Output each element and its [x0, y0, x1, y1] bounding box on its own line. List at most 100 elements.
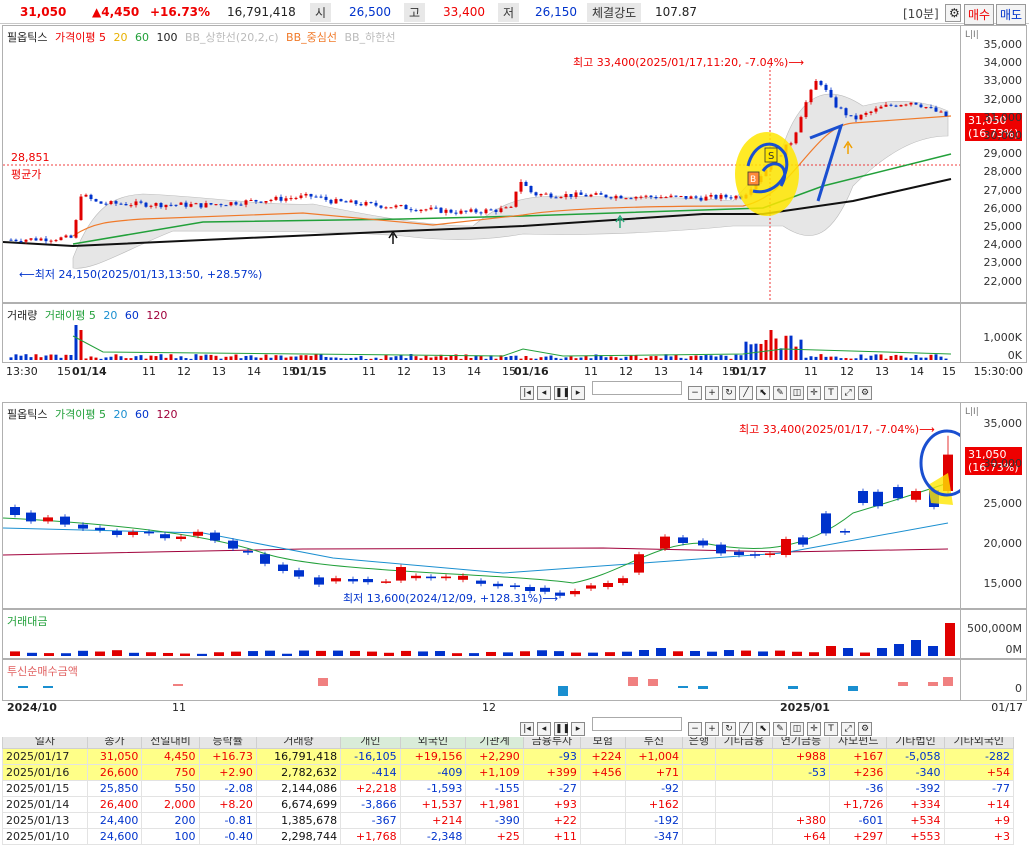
- daily-text-tool-icon[interactable]: T: [824, 722, 838, 736]
- table-row[interactable]: 2025/01/14 26,400 2,000 +8.20 6,674,699 -3,86…: [2, 796, 1015, 813]
- scroll-left-icon[interactable]: |◂: [520, 386, 534, 400]
- candle-body: [839, 107, 843, 109]
- daily-zoom-in-icon[interactable]: +: [705, 722, 719, 736]
- candle-body: [234, 202, 238, 205]
- table-row[interactable]: 2025/01/15 25,850 550 -2.08 2,144,086 +2,218-…: [2, 780, 1015, 797]
- daily-pencil-icon[interactable]: ✎: [773, 722, 787, 736]
- interval-selector[interactable]: [10분]: [903, 7, 939, 21]
- daily-price-panel[interactable]: 필옵틱스 가격이평 5 20 60 120 최고 33,400(2025/01/…: [2, 402, 1027, 609]
- volume-bar: [409, 354, 413, 360]
- table-row[interactable]: 2025/01/10 24,600 100 -0.40 2,298,744 +1,768-…: [2, 828, 1015, 845]
- column-header[interactable]: 전일대비: [141, 737, 200, 749]
- volume-bar: [339, 358, 343, 360]
- line-tool-icon[interactable]: ╱: [739, 386, 753, 400]
- column-header[interactable]: 거래량: [255, 737, 342, 749]
- volume-bar: [34, 354, 38, 360]
- volume-bar: [469, 358, 473, 360]
- daily-line-tool-icon[interactable]: ╱: [739, 722, 753, 736]
- scroll-prev-icon[interactable]: ◂: [537, 386, 551, 400]
- expand-icon[interactable]: ⤢: [841, 386, 855, 400]
- zoom-in-icon[interactable]: +: [705, 386, 719, 400]
- column-header[interactable]: 연기금등: [771, 737, 831, 749]
- table-cell: [682, 828, 716, 845]
- text-tool-icon[interactable]: T: [824, 386, 838, 400]
- daily-scroll-prev-icon[interactable]: ◂: [537, 722, 551, 736]
- gear-icon[interactable]: ⚙: [945, 4, 961, 22]
- settings-icon[interactable]: ⚙: [858, 386, 872, 400]
- daily-scroll-toolbar[interactable]: |◂ ◂ ❚❚ ▸ − + ↻ ╱ ⬉ ✎ ◫ ✛ T ⤢ ⚙: [520, 717, 960, 736]
- daily-shape-tool-icon[interactable]: ◫: [790, 722, 804, 736]
- shape-tool-icon[interactable]: ◫: [790, 386, 804, 400]
- candle-body: [844, 108, 848, 116]
- table-cell: -340: [886, 764, 945, 781]
- daily-axis-menu-icon[interactable]: L|I|: [965, 407, 979, 417]
- column-header[interactable]: 사모펀드: [829, 737, 888, 749]
- table-cell: -53: [771, 764, 831, 781]
- candle-body: [624, 198, 628, 200]
- buy-button[interactable]: 매수: [964, 4, 995, 25]
- daily-zoom-out-icon[interactable]: −: [688, 722, 702, 736]
- column-header[interactable]: 개인: [340, 737, 401, 749]
- price-tick: 35,000: [983, 38, 1023, 51]
- table-cell: -93: [522, 748, 581, 765]
- volume-bar: [879, 354, 883, 360]
- daily-pause-icon[interactable]: ❚❚: [554, 722, 571, 736]
- volume-bar: [504, 356, 508, 360]
- column-header[interactable]: 기타법인: [886, 737, 945, 749]
- column-header[interactable]: 기타외국인: [943, 737, 1015, 749]
- scroll-next-icon[interactable]: ▸: [571, 386, 585, 400]
- daily-scroll-slider[interactable]: [591, 717, 682, 731]
- trust-netbuy-panel[interactable]: 투신순매수금액 0: [2, 659, 1027, 701]
- intraday-price-panel[interactable]: 필옵틱스 가격이평 5 20 60 100 BB_상한선(20,2,c) BB_…: [2, 25, 1027, 303]
- column-header[interactable]: 등락률: [198, 737, 257, 749]
- candle-body: [709, 194, 713, 197]
- sell-button[interactable]: 매도: [996, 4, 1027, 25]
- trading-value-panel[interactable]: 거래대금 500,000M 0M: [2, 609, 1027, 659]
- column-header[interactable]: 기타금융: [714, 737, 773, 749]
- cursor-tool-icon[interactable]: ⬉: [756, 386, 770, 400]
- daily-reset-icon[interactable]: ↻: [722, 722, 736, 736]
- netbuy-bar: [628, 677, 638, 686]
- volume-bar: [489, 355, 493, 360]
- intraday-volume-panel[interactable]: 거래량 거래이평 5 20 60 120 1,000K 0K: [2, 303, 1027, 363]
- candle-body: [99, 201, 103, 204]
- candle-body: [684, 196, 688, 199]
- column-header[interactable]: 보험: [579, 737, 626, 749]
- zoom-out-icon[interactable]: −: [688, 386, 702, 400]
- volume-bar: [334, 357, 338, 360]
- column-header[interactable]: 투신: [624, 737, 684, 749]
- volume-bar: [509, 355, 513, 360]
- table-cell: 2025/01/10: [2, 828, 88, 845]
- daily-cursor-tool-icon[interactable]: ⬉: [756, 722, 770, 736]
- candle-body: [109, 201, 113, 204]
- column-header[interactable]: 기관계: [465, 737, 524, 749]
- scroll-slider[interactable]: [591, 381, 682, 395]
- column-header[interactable]: 일자: [2, 737, 88, 749]
- volume-bar: [104, 357, 108, 360]
- daily-scroll-next-icon[interactable]: ▸: [571, 722, 585, 736]
- table-cell: [682, 780, 716, 797]
- intraday-scroll-toolbar[interactable]: |◂ ◂ ❚❚ ▸ − + ↻ ╱ ⬉ ✎ ◫ ✛ T ⤢ ⚙: [520, 381, 960, 400]
- column-header[interactable]: 종가: [86, 737, 143, 749]
- table-row[interactable]: 2025/01/17 31,050 4,450 +16.73 16,791,418 -16…: [2, 748, 1015, 765]
- table-row[interactable]: 2025/01/13 24,400 200 -0.81 1,385,678 -367 +21…: [2, 812, 1015, 829]
- crosshair-icon[interactable]: ✛: [807, 386, 821, 400]
- reset-icon[interactable]: ↻: [722, 386, 736, 400]
- axis-menu-icon[interactable]: L|I|: [965, 30, 979, 40]
- column-header[interactable]: 외국인: [399, 737, 467, 749]
- table-row[interactable]: 2025/01/16 26,600 750 +2.90 2,782,632 -414 -40…: [2, 764, 1015, 781]
- candle-body: [654, 196, 658, 199]
- column-header[interactable]: 은행: [682, 737, 716, 749]
- daily-crosshair-icon[interactable]: ✛: [807, 722, 821, 736]
- value-bar: [843, 648, 853, 656]
- time-label: 14: [247, 365, 261, 378]
- value-bar: [673, 651, 683, 656]
- pencil-icon[interactable]: ✎: [773, 386, 787, 400]
- candle-body: [499, 208, 503, 212]
- price-tick: 35,000: [983, 417, 1023, 430]
- column-header[interactable]: 금융투자: [522, 737, 581, 749]
- daily-scroll-left-icon[interactable]: |◂: [520, 722, 534, 736]
- daily-settings-icon[interactable]: ⚙: [858, 722, 872, 736]
- daily-expand-icon[interactable]: ⤢: [841, 722, 855, 736]
- pause-icon[interactable]: ❚❚: [554, 386, 571, 400]
